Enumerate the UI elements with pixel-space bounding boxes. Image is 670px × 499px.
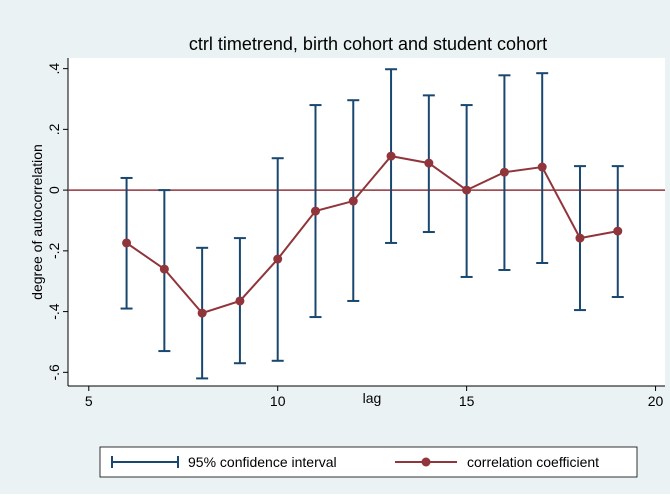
correlation-point — [197, 308, 207, 318]
x-axis-label: lag — [363, 390, 382, 406]
correlation-point — [424, 158, 434, 168]
plot-area — [68, 58, 665, 386]
correlation-point — [273, 254, 283, 264]
correlation-point — [613, 226, 623, 236]
correlation-point — [386, 151, 396, 161]
correlation-line — [125, 155, 618, 315]
x-tick-label: 5 — [85, 393, 93, 409]
y-tick-label: -.6 — [46, 364, 62, 381]
x-tick-label: 10 — [270, 393, 286, 409]
y-tick-label: .4 — [46, 63, 62, 75]
y-axis-label: degree of autocorrelation — [29, 144, 45, 300]
chart-title: ctrl timetrend, birth cohort and student… — [189, 34, 547, 54]
correlation-point — [537, 162, 547, 172]
y-tick-label: .2 — [46, 123, 62, 135]
correlation-point — [310, 206, 320, 216]
correlation-point — [575, 233, 585, 243]
correlation-point — [122, 238, 132, 248]
y-tick-label: -.2 — [46, 242, 62, 259]
legend-label: 95% confidence interval — [188, 454, 337, 470]
y-tick-label: 0 — [46, 186, 62, 194]
x-tick-label: 15 — [459, 393, 475, 409]
x-tick-label: 20 — [648, 393, 664, 409]
correlation-point — [499, 167, 509, 177]
legend-symbol — [421, 457, 431, 467]
correlation-point — [159, 264, 169, 274]
legend-label: correlation coefficient — [467, 454, 599, 470]
y-tick-label: -.4 — [46, 303, 62, 320]
correlation-point — [348, 196, 358, 206]
legend — [99, 446, 638, 478]
correlation-point — [235, 296, 245, 306]
correlation-point — [462, 185, 472, 195]
